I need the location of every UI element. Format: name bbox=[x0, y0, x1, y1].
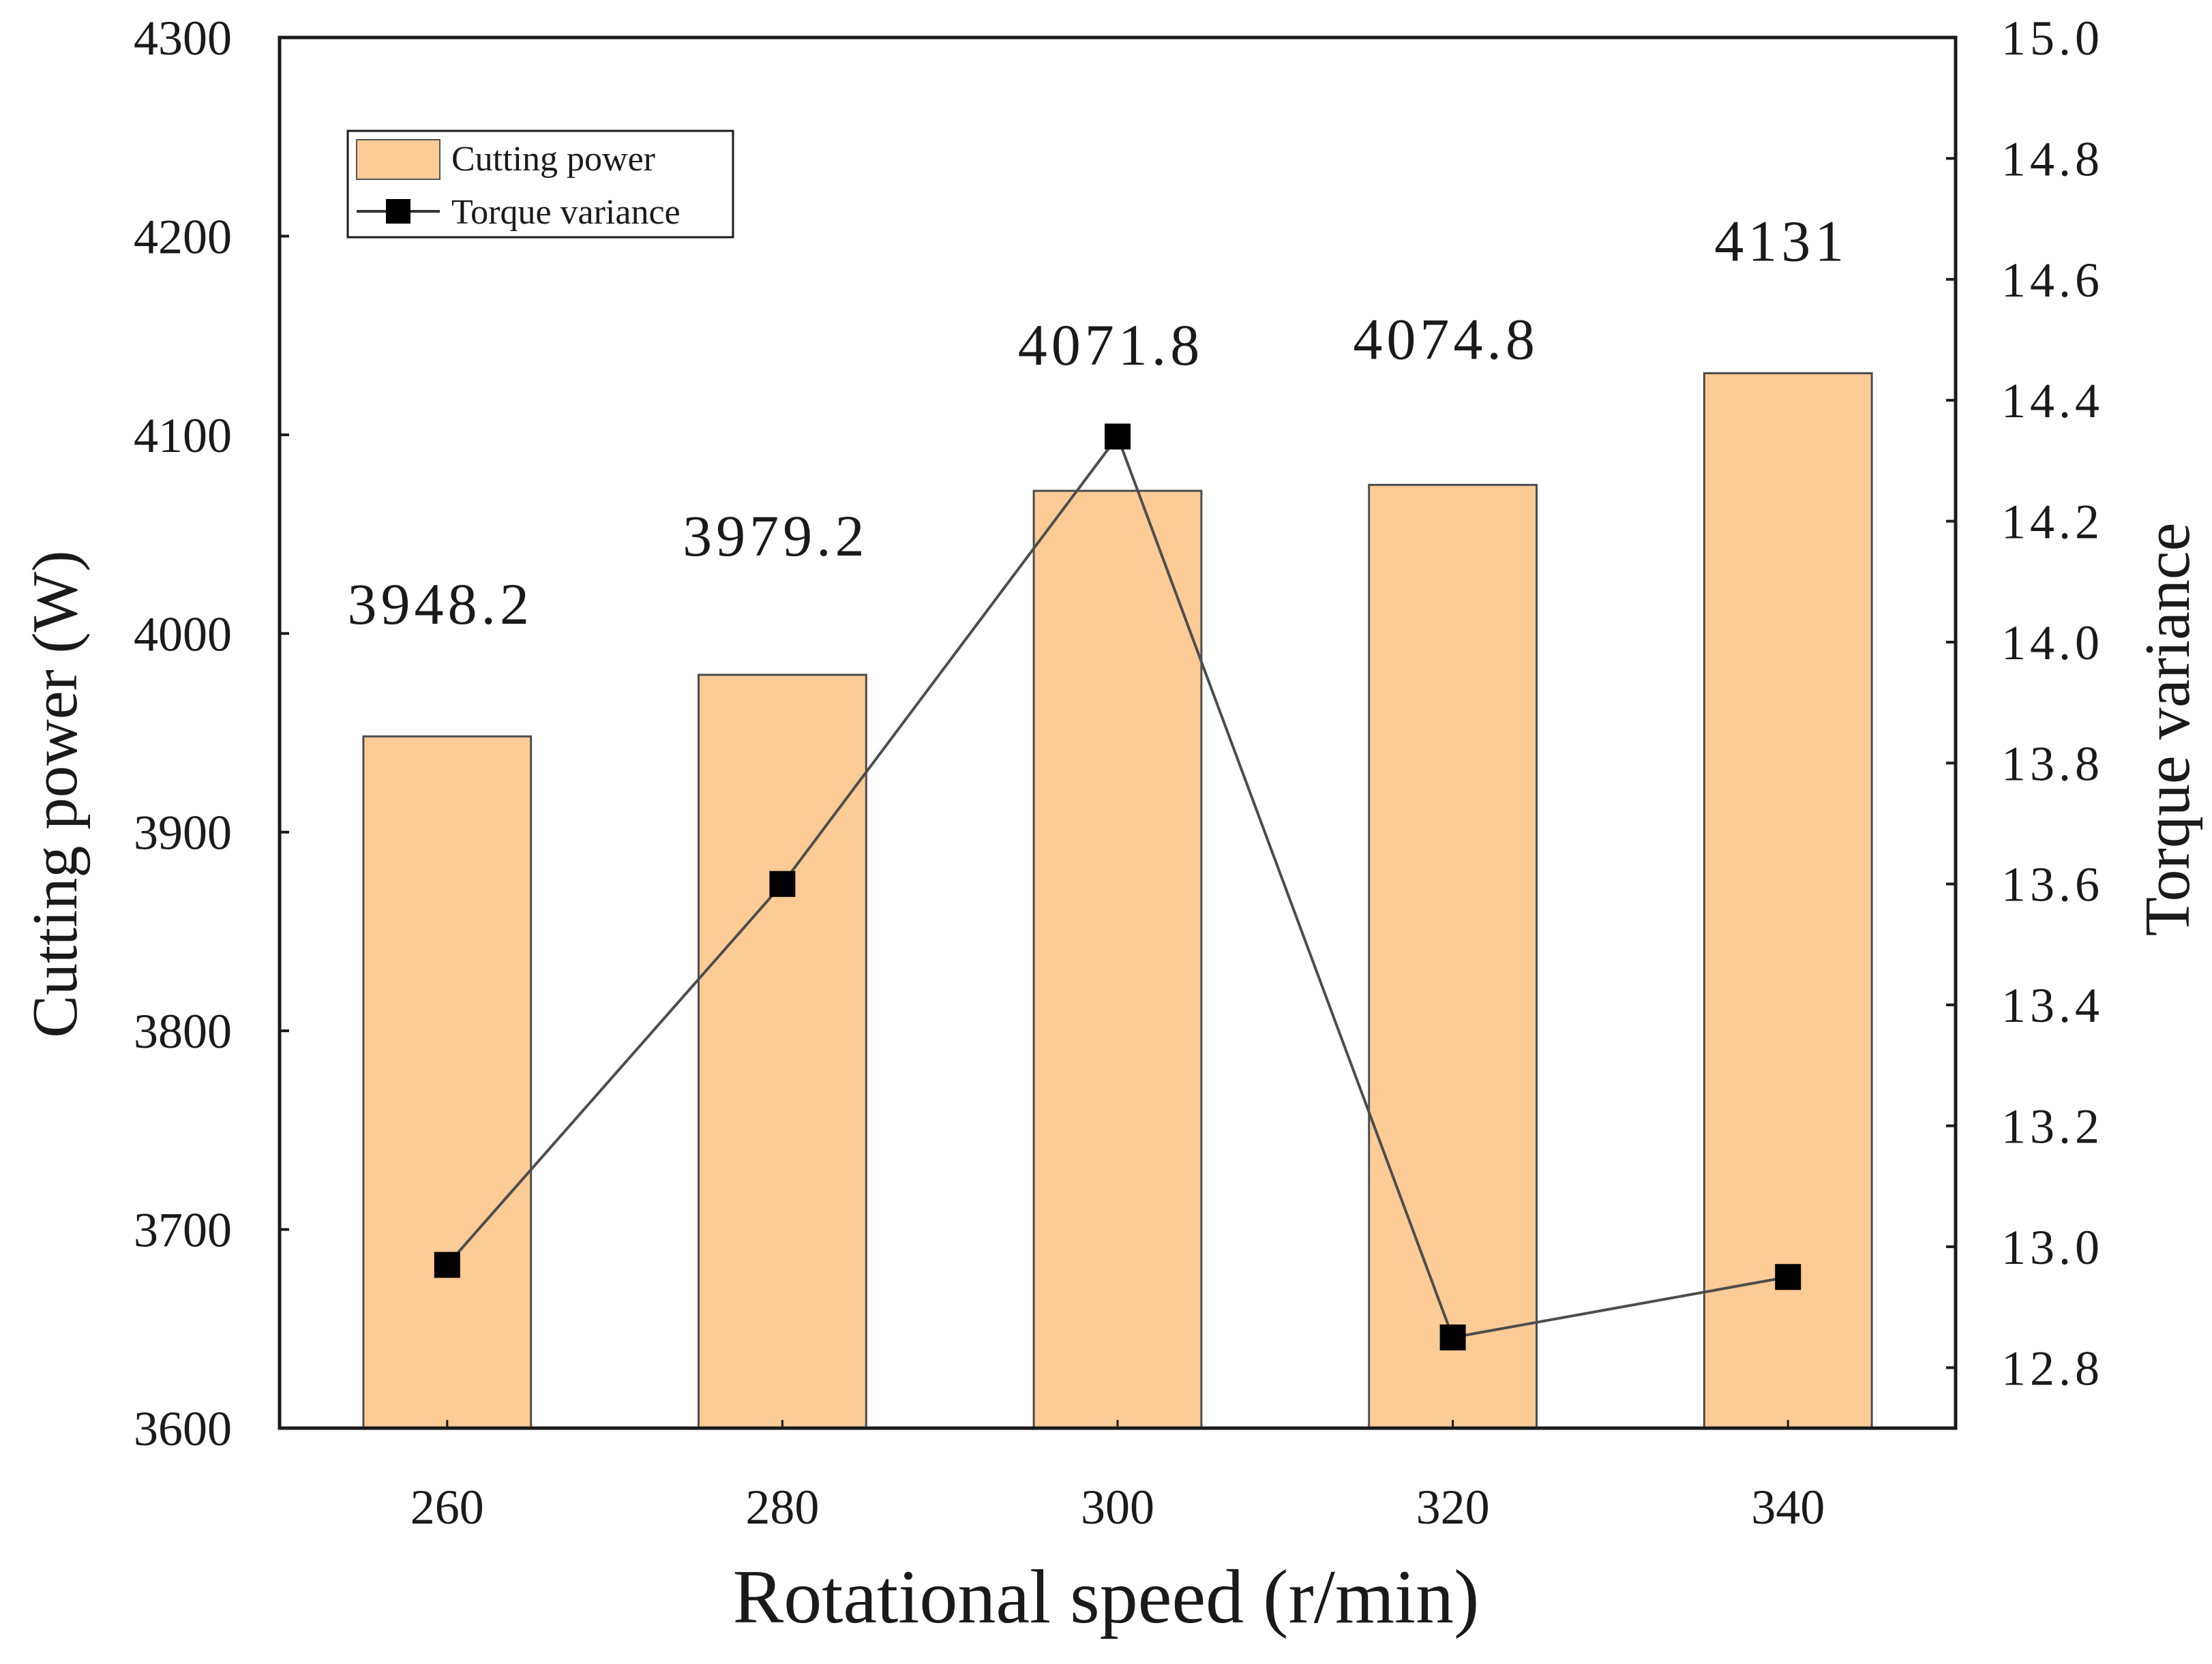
torque-marker-280 bbox=[769, 871, 796, 897]
legend-square-marker bbox=[386, 199, 410, 224]
right-tick-label-13.2: 13.2 bbox=[2001, 1100, 2104, 1154]
right-tick-label-13.6: 13.6 bbox=[2001, 858, 2104, 912]
left-tick-label-3600: 3600 bbox=[134, 1402, 232, 1456]
left-tick-label-4200: 4200 bbox=[134, 209, 232, 264]
x-axis-ticks: 260 280 300 320 340 bbox=[410, 1420, 1825, 1534]
data-label-340: 4131 bbox=[1714, 209, 1848, 274]
x-tick-label-340: 340 bbox=[1751, 1480, 1825, 1534]
data-label-320: 4074.8 bbox=[1353, 306, 1539, 372]
legend-label-cutting-power: Cutting power bbox=[451, 140, 655, 179]
torque-marker-340 bbox=[1775, 1264, 1802, 1290]
torque-marker-320 bbox=[1439, 1324, 1466, 1350]
right-tick-label-14.0: 14.0 bbox=[2001, 616, 2104, 670]
legend-bar-swatch bbox=[356, 139, 440, 180]
right-tick-label-13.0: 13.0 bbox=[2001, 1220, 2104, 1275]
legend: Cutting power Torque variance bbox=[346, 130, 734, 239]
y-axis-title: Cutting power (W) bbox=[20, 550, 91, 1038]
torque-marker-300 bbox=[1105, 423, 1131, 450]
left-tick-label-4100: 4100 bbox=[134, 408, 232, 463]
right-tick-label-13.4: 13.4 bbox=[2001, 978, 2104, 1033]
bar-320 bbox=[1368, 483, 1538, 1429]
right-tick-label-15.0: 15.0 bbox=[2001, 11, 2104, 65]
bars-layer bbox=[362, 372, 1873, 1429]
bar-280 bbox=[698, 674, 867, 1429]
right-tick-label-13.8: 13.8 bbox=[2001, 736, 2104, 791]
x-tick-label-260: 260 bbox=[410, 1480, 484, 1534]
bar-260 bbox=[362, 735, 533, 1429]
x-axis-title: Rotational speed (r/min) bbox=[733, 1555, 1480, 1639]
right-tick-label-14.4: 14.4 bbox=[2001, 374, 2104, 428]
line-layer bbox=[434, 423, 1802, 1350]
x-tick-label-320: 320 bbox=[1416, 1480, 1490, 1534]
torque-marker-260 bbox=[434, 1252, 460, 1278]
data-label-280: 3979.2 bbox=[683, 503, 869, 569]
left-tick-label-3700: 3700 bbox=[134, 1203, 232, 1258]
legend-box bbox=[346, 130, 734, 239]
left-tick-label-3800: 3800 bbox=[134, 1004, 232, 1059]
left-tick-label-4300: 4300 bbox=[134, 11, 232, 65]
x-tick-label-300: 300 bbox=[1081, 1480, 1154, 1534]
left-tick-label-4000: 4000 bbox=[134, 607, 232, 661]
x-tick-label-280: 280 bbox=[745, 1480, 819, 1534]
left-tick-label-3900: 3900 bbox=[134, 806, 232, 860]
right-tick-label-14.2: 14.2 bbox=[2001, 495, 2104, 549]
right-tick-label-14.6: 14.6 bbox=[2001, 253, 2104, 307]
right-tick-label-12.8: 12.8 bbox=[2001, 1341, 2104, 1395]
legend-label-torque-variance: Torque variance bbox=[451, 193, 681, 232]
bar-data-labels: 3948.2 3979.2 4071.8 4074.8 4131 bbox=[348, 209, 1848, 637]
left-axis-ticks: 3600 3700 3800 3900 4000 4100 4200 4300 bbox=[134, 11, 289, 1456]
right-axis-ticks: 12.8 13.0 13.2 13.4 13.6 13.8 14.0 14.2 14.4 14.6… bbox=[1946, 11, 2104, 1395]
data-label-300: 4071.8 bbox=[1018, 312, 1204, 378]
y2-axis-title: Torque variance bbox=[2132, 523, 2203, 937]
bar-300 bbox=[1032, 489, 1203, 1429]
data-label-260: 3948.2 bbox=[348, 571, 534, 637]
right-tick-label-14.8: 14.8 bbox=[2001, 132, 2104, 186]
